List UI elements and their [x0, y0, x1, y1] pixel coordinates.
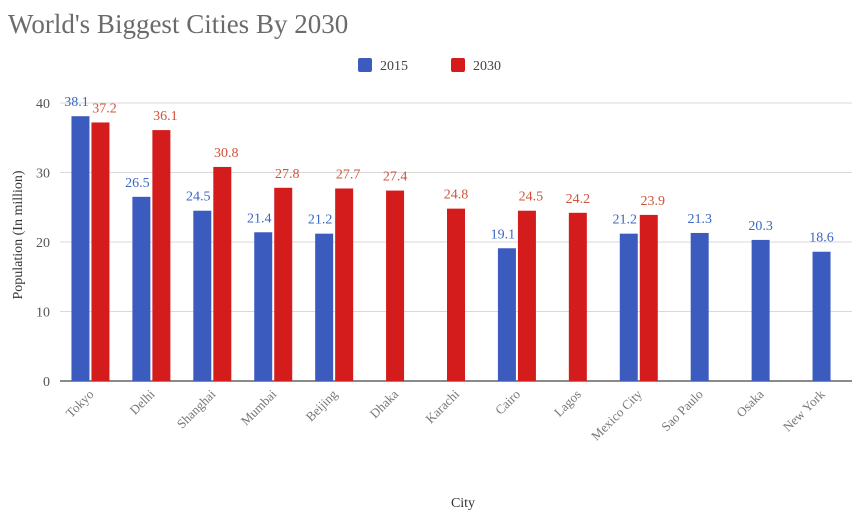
bar-2015-osaka — [751, 239, 770, 381]
x-tick-label: Dhaka — [367, 386, 402, 421]
data-label-2015: 24.5 — [186, 190, 211, 205]
data-label-2030: 24.8 — [444, 188, 469, 203]
bar-2015-mumbai — [254, 232, 273, 381]
y-tick-label: 10 — [36, 306, 50, 321]
x-tick-label: Sao Paulo — [658, 387, 706, 435]
y-tick-label: 20 — [36, 236, 50, 251]
data-label-2015: 26.5 — [125, 176, 150, 191]
data-label-2030: 27.4 — [383, 170, 408, 185]
data-label-2015: 19.1 — [491, 227, 516, 242]
legend-swatch-2030 — [451, 58, 465, 72]
data-label-2030: 37.2 — [92, 101, 117, 116]
x-tick-label: Tokyo — [63, 387, 97, 421]
bar-2030-delhi — [152, 130, 171, 381]
legend: 2015 2030 — [358, 58, 501, 74]
data-label-2030: 30.8 — [214, 146, 239, 161]
x-tick-label: Karachi — [422, 386, 462, 426]
bar-2015-cairo — [497, 248, 516, 381]
bar-2030-dhaka — [386, 190, 405, 381]
bar-2030-cairo — [517, 210, 536, 381]
x-tick-label: Cairo — [492, 387, 523, 418]
bar-2015-sao-paulo — [690, 232, 709, 381]
data-label-2015: 21.2 — [308, 213, 333, 228]
bar-2030-tokyo — [91, 122, 110, 382]
x-tick-labels: Tokyo Delhi Shanghai Mumbai Beijing Dhaka Kara… — [63, 386, 828, 443]
data-label-2015: 38.1 — [64, 95, 89, 110]
legend-label-2015: 2015 — [380, 59, 408, 74]
bar-2015-shanghai — [193, 210, 212, 381]
bars — [71, 116, 831, 382]
bar-2015-new-york — [812, 251, 831, 381]
y-tick-label: 40 — [36, 97, 50, 112]
data-label-2030: 27.7 — [336, 167, 361, 182]
x-tick-label: Shanghai — [174, 386, 219, 431]
data-label-2030: 23.9 — [641, 194, 666, 209]
data-label-2015: 21.3 — [687, 212, 712, 227]
x-tick-label: Beijing — [303, 386, 341, 424]
data-label-2015: 21.4 — [247, 211, 272, 226]
bar-2030-karachi — [447, 208, 465, 381]
x-tick-label: New York — [780, 386, 828, 434]
data-label-2030: 24.2 — [566, 192, 591, 207]
data-label-2015: 18.6 — [809, 231, 834, 246]
x-axis-label: City — [451, 496, 475, 511]
bar-2030-lagos — [568, 212, 587, 381]
bar-2030-mumbai — [274, 187, 293, 381]
legend-swatch-2015 — [358, 58, 372, 72]
bar-2015-mexico-city — [619, 233, 638, 381]
y-tick-label: 0 — [43, 375, 50, 390]
data-label-2015: 21.2 — [613, 213, 638, 228]
data-label-2030: 24.5 — [519, 190, 544, 205]
y-tick-labels: 0 10 20 30 40 — [36, 97, 50, 390]
data-label-2030: 27.8 — [275, 167, 300, 182]
x-tick-label: Osaka — [733, 386, 767, 420]
data-label-2015: 20.3 — [748, 219, 773, 234]
bar-2030-beijing — [335, 188, 354, 381]
data-labels: 38.1 37.2 26.5 36.1 24.5 30.8 21.4 27.8 21.2 27.7… — [64, 95, 834, 246]
x-tick-label: Delhi — [126, 386, 157, 417]
data-label-2030: 36.1 — [153, 109, 178, 124]
x-tick-label: Mexico City — [588, 386, 645, 443]
bar-2030-shanghai — [213, 166, 232, 381]
x-tick-label: Lagos — [551, 387, 584, 420]
bar-2015-tokyo — [71, 116, 90, 381]
bar-2030-mexico-city — [639, 214, 658, 381]
y-axis-label: Population (In million) — [11, 170, 26, 299]
bar-2015-beijing — [315, 233, 334, 381]
x-tick-label: Mumbai — [238, 386, 280, 428]
y-tick-label: 30 — [36, 167, 50, 182]
legend-label-2030: 2030 — [473, 59, 501, 74]
chart-title: World's Biggest Cities By 2030 — [8, 9, 348, 39]
bar-2015-delhi — [132, 196, 151, 381]
